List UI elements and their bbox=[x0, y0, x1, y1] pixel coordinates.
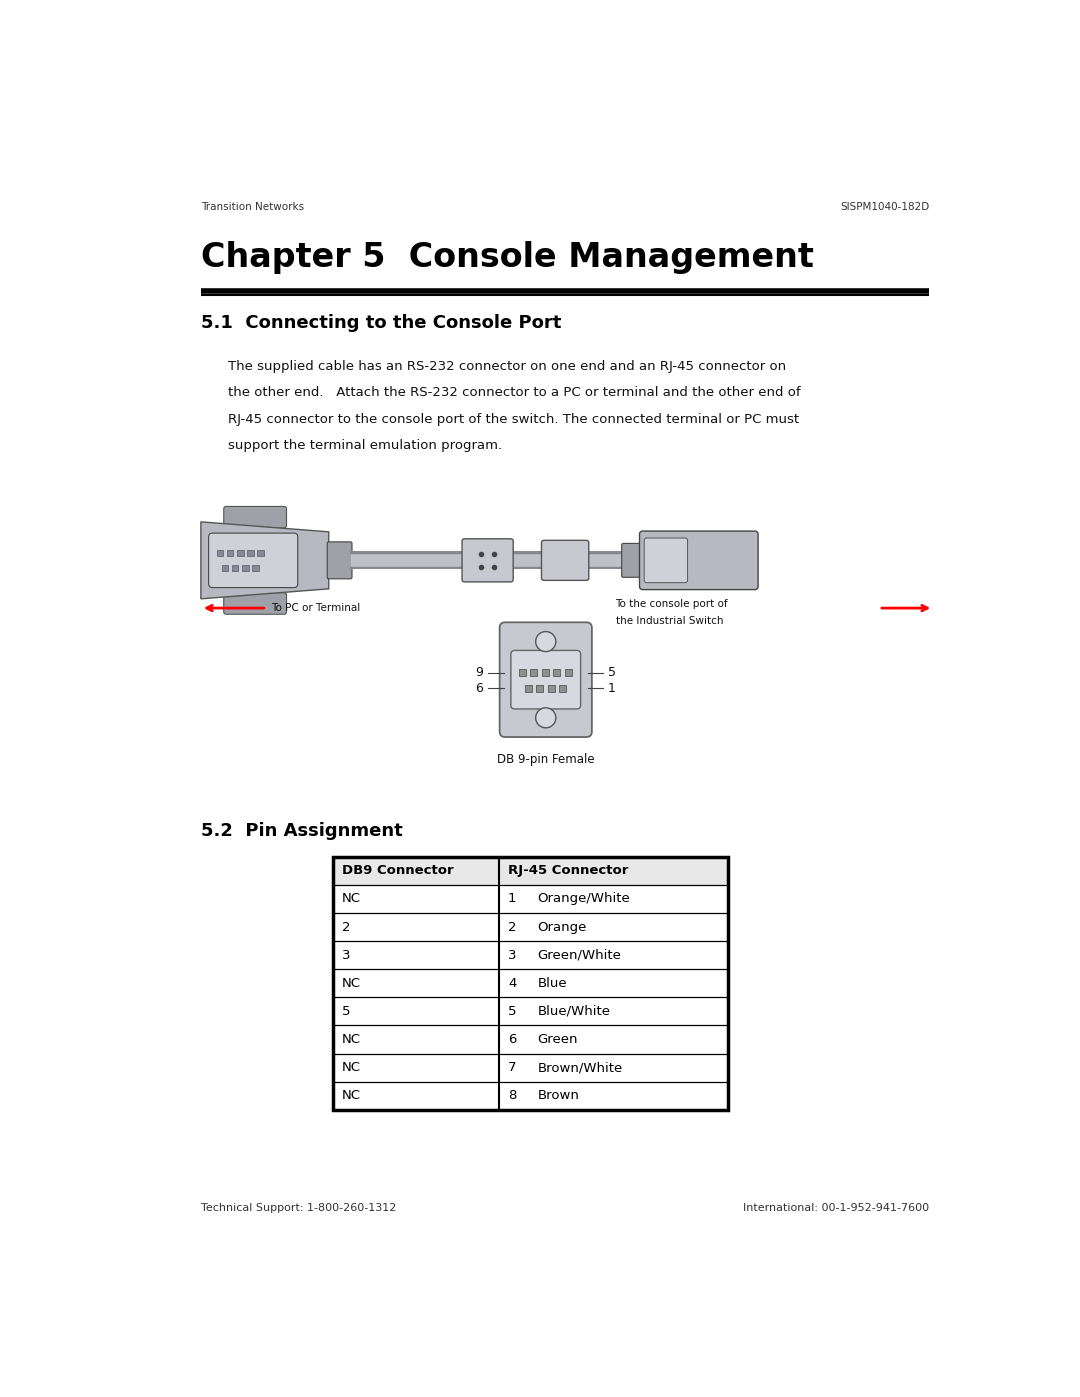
FancyBboxPatch shape bbox=[462, 539, 513, 583]
Bar bbox=[333, 914, 728, 942]
Text: Green/White: Green/White bbox=[538, 949, 621, 961]
Text: Technical Support: 1-800-260-1312: Technical Support: 1-800-260-1312 bbox=[201, 1203, 396, 1213]
Bar bbox=[530, 669, 538, 676]
Text: 7: 7 bbox=[508, 1062, 516, 1074]
Polygon shape bbox=[201, 522, 328, 599]
Circle shape bbox=[536, 631, 556, 651]
Text: Orange/White: Orange/White bbox=[538, 893, 630, 905]
Bar bbox=[333, 856, 728, 1109]
Bar bbox=[565, 669, 572, 676]
Text: 1: 1 bbox=[508, 893, 516, 905]
Bar bbox=[238, 549, 243, 556]
Text: 6: 6 bbox=[508, 1032, 516, 1046]
Text: 5: 5 bbox=[342, 1004, 350, 1018]
Text: International: 00-1-952-941-7600: International: 00-1-952-941-7600 bbox=[743, 1203, 930, 1213]
FancyBboxPatch shape bbox=[224, 507, 286, 528]
Text: Green: Green bbox=[538, 1032, 578, 1046]
Text: Transition Networks: Transition Networks bbox=[201, 203, 303, 212]
FancyBboxPatch shape bbox=[622, 543, 647, 577]
Text: 6: 6 bbox=[475, 682, 484, 694]
FancyBboxPatch shape bbox=[224, 592, 286, 615]
Bar bbox=[333, 1025, 728, 1053]
Text: The supplied cable has an RS-232 connector on one end and an RJ-45 connector on: The supplied cable has an RS-232 connect… bbox=[228, 360, 786, 373]
Text: Blue/White: Blue/White bbox=[538, 1004, 610, 1018]
Text: 5.1  Connecting to the Console Port: 5.1 Connecting to the Console Port bbox=[201, 314, 562, 332]
Text: DB9 Connector: DB9 Connector bbox=[342, 865, 454, 877]
Text: NC: NC bbox=[342, 977, 361, 989]
Circle shape bbox=[536, 708, 556, 728]
Bar bbox=[553, 669, 561, 676]
Text: the other end.   Attach the RS-232 connector to a PC or terminal and the other e: the other end. Attach the RS-232 connect… bbox=[228, 387, 800, 400]
Text: 8: 8 bbox=[508, 1090, 516, 1102]
Bar bbox=[333, 997, 728, 1025]
Text: Orange: Orange bbox=[538, 921, 586, 933]
Text: To the console port of: To the console port of bbox=[616, 599, 728, 609]
Text: NC: NC bbox=[342, 1090, 361, 1102]
Bar bbox=[548, 685, 555, 692]
Bar bbox=[333, 970, 728, 997]
Text: 2: 2 bbox=[508, 921, 516, 933]
Text: NC: NC bbox=[342, 1032, 361, 1046]
Text: RJ-45 Connector: RJ-45 Connector bbox=[508, 865, 629, 877]
Text: Brown: Brown bbox=[538, 1090, 579, 1102]
Text: NC: NC bbox=[342, 893, 361, 905]
Bar bbox=[242, 564, 248, 571]
Text: 5.2  Pin Assignment: 5.2 Pin Assignment bbox=[201, 823, 403, 840]
Bar bbox=[519, 669, 526, 676]
Text: the Industrial Switch: the Industrial Switch bbox=[616, 616, 723, 626]
Text: 4: 4 bbox=[508, 977, 516, 989]
Bar bbox=[222, 564, 228, 571]
Bar bbox=[536, 685, 543, 692]
Bar bbox=[333, 856, 728, 884]
Bar bbox=[227, 549, 233, 556]
Text: Chapter 5  Console Management: Chapter 5 Console Management bbox=[201, 240, 813, 274]
Text: Blue: Blue bbox=[538, 977, 567, 989]
Text: 5: 5 bbox=[608, 666, 616, 679]
Bar bbox=[247, 549, 254, 556]
FancyBboxPatch shape bbox=[208, 534, 298, 588]
Bar bbox=[559, 685, 566, 692]
FancyBboxPatch shape bbox=[541, 541, 589, 580]
Text: 1: 1 bbox=[608, 682, 616, 694]
Text: NC: NC bbox=[342, 1062, 361, 1074]
Bar bbox=[232, 564, 239, 571]
Text: support the terminal emulation program.: support the terminal emulation program. bbox=[228, 439, 502, 451]
Text: 9: 9 bbox=[475, 666, 484, 679]
Bar bbox=[525, 685, 531, 692]
Bar bbox=[333, 942, 728, 970]
FancyBboxPatch shape bbox=[639, 531, 758, 590]
Text: 3: 3 bbox=[342, 949, 350, 961]
Bar bbox=[333, 1081, 728, 1109]
Text: 5: 5 bbox=[508, 1004, 516, 1018]
Text: Brown/White: Brown/White bbox=[538, 1062, 623, 1074]
FancyBboxPatch shape bbox=[511, 651, 581, 708]
Bar bbox=[217, 549, 224, 556]
Text: SISPM1040-182D: SISPM1040-182D bbox=[840, 203, 930, 212]
Bar bbox=[253, 564, 258, 571]
FancyBboxPatch shape bbox=[500, 622, 592, 738]
Text: 3: 3 bbox=[508, 949, 516, 961]
Bar bbox=[333, 884, 728, 914]
Text: DB 9-pin Female: DB 9-pin Female bbox=[497, 753, 595, 766]
Text: RJ-45 connector to the console port of the switch. The connected terminal or PC : RJ-45 connector to the console port of t… bbox=[228, 412, 799, 426]
Bar bbox=[257, 549, 264, 556]
FancyBboxPatch shape bbox=[327, 542, 352, 578]
Bar bbox=[333, 1053, 728, 1081]
FancyBboxPatch shape bbox=[644, 538, 688, 583]
Text: 2: 2 bbox=[342, 921, 350, 933]
Text: To PC or Terminal: To PC or Terminal bbox=[271, 604, 360, 613]
Bar bbox=[542, 669, 549, 676]
